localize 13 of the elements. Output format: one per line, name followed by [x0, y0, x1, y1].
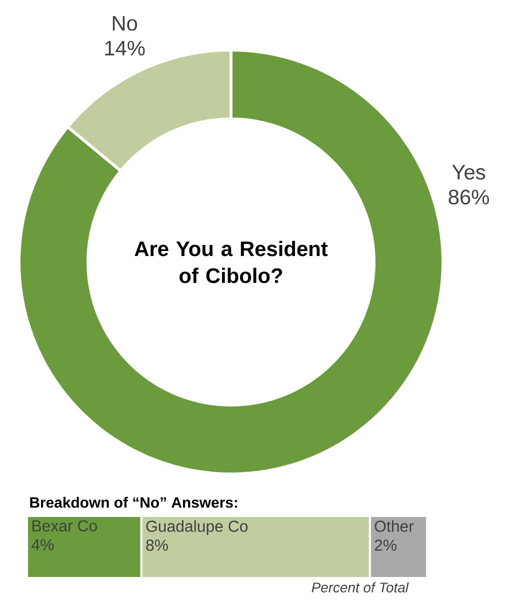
chart-title: Breakdown of “No” Answers:: [30, 496, 237, 508]
slice-label: Yes: [452, 164, 486, 180]
text: Percent of Total: [312, 582, 409, 592]
series-label: Bexar Co: [32, 520, 97, 532]
data-label: 4%: [32, 539, 54, 550]
data-label: 8%: [146, 540, 168, 551]
series-label: Guadalupe Co: [146, 520, 248, 536]
data-label: 86%: [448, 190, 489, 204]
series-label: Other: [374, 520, 414, 532]
text: Are You a Resident of Cibolo?: [134, 240, 328, 284]
slice-label: No: [112, 16, 138, 31]
data-label: 2%: [374, 540, 397, 551]
data-label: 14%: [105, 40, 145, 56]
